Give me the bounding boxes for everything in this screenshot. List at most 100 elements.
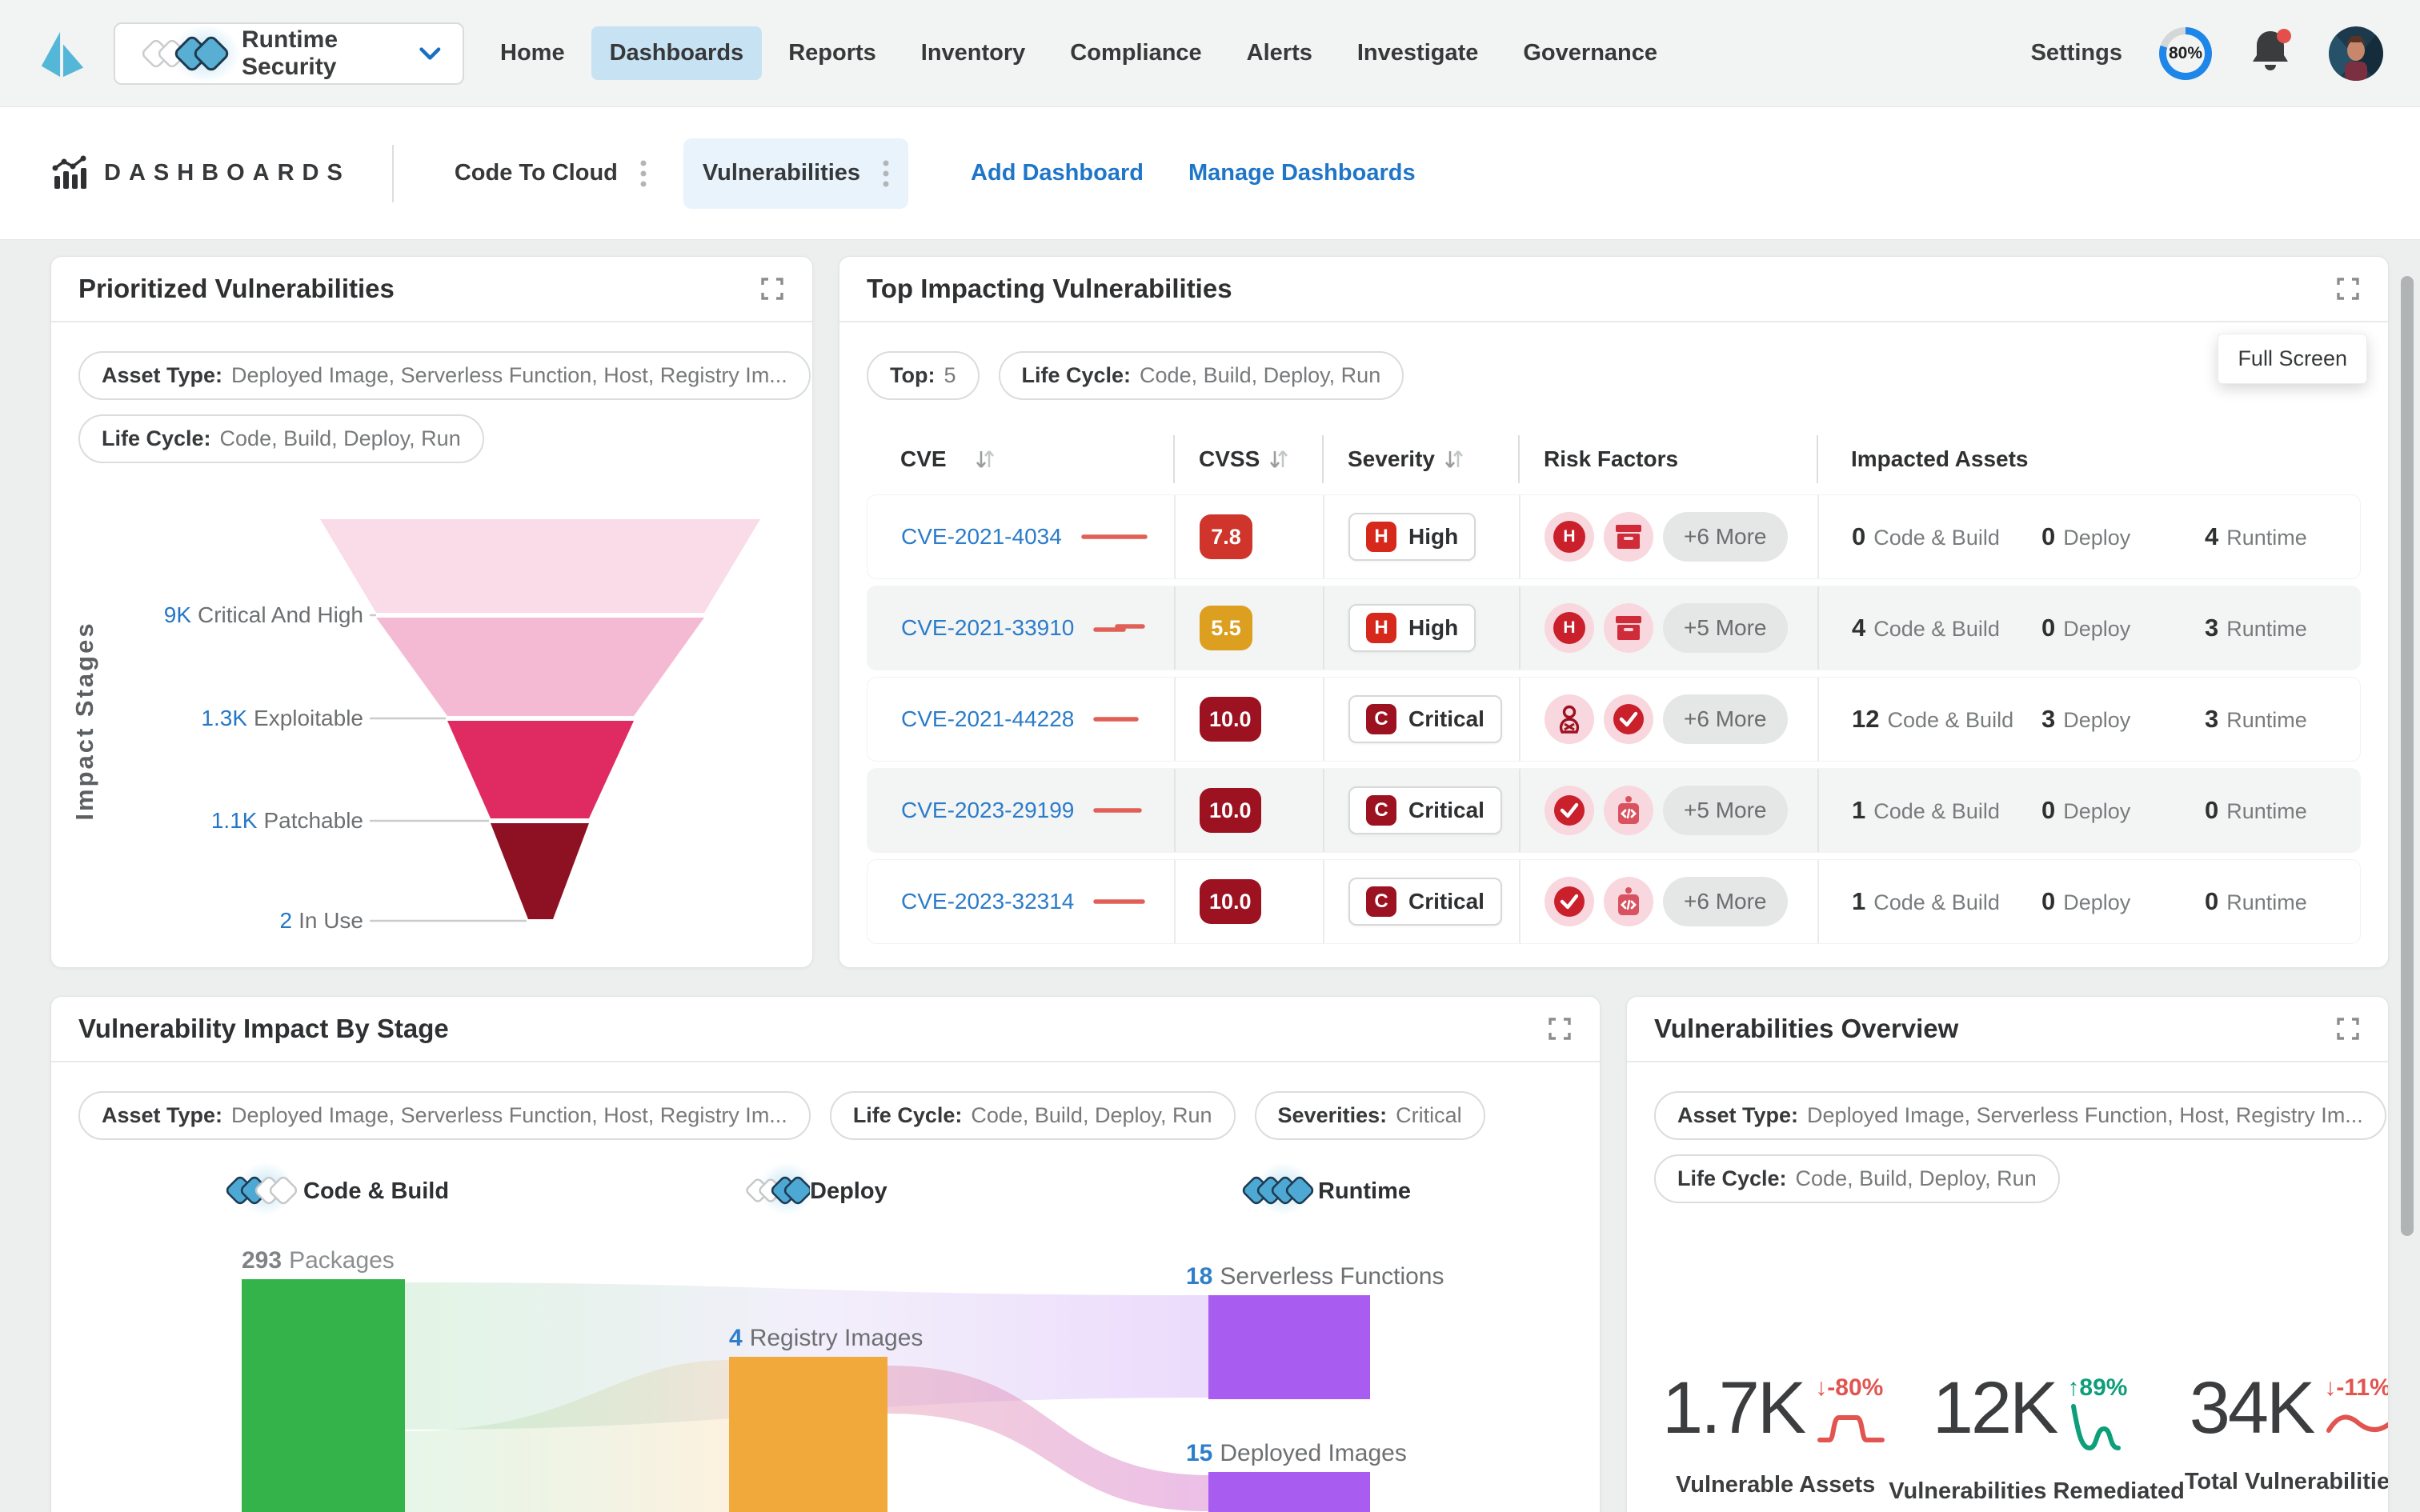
filter-value: Deployed Image, Serverless Function, Hos… [231, 1103, 787, 1127]
cve-link[interactable]: CVE-2023-29199 [901, 798, 1075, 822]
cve-link[interactable]: CVE-2021-44228 [901, 706, 1075, 731]
product-switcher[interactable]: Runtime Security [114, 22, 464, 85]
asset-count: 0 [2205, 887, 2219, 915]
high-severity-risk-icon[interactable]: H [1545, 512, 1594, 562]
node-deployed-images[interactable] [1208, 1472, 1370, 1512]
nav-item-dashboards[interactable]: Dashboards [591, 26, 763, 80]
asset-count: 0 [2205, 796, 2219, 824]
col-severity[interactable]: Severity [1322, 435, 1518, 483]
check-circle-risk-icon[interactable] [1604, 694, 1653, 744]
stat-value: 1.7K [1662, 1367, 1806, 1449]
cve-link[interactable]: CVE-2021-33910 [901, 615, 1075, 640]
manage-dashboards-link[interactable]: Manage Dashboards [1188, 160, 1416, 186]
asset-count: 0 [2041, 522, 2056, 550]
check-circle-risk-icon[interactable] [1545, 786, 1594, 835]
nav-item-governance[interactable]: Governance [1523, 40, 1658, 66]
filter-asset-type[interactable]: Asset Type: Deployed Image, Serverless F… [1654, 1091, 2386, 1140]
filter-label: Asset Type: [102, 363, 223, 387]
asset-label: Deploy [2063, 799, 2131, 823]
col-cve[interactable]: CVE [867, 435, 1173, 483]
filter-life-cycle[interactable]: Life Cycle: Code, Build, Deploy, Run [78, 414, 484, 463]
cve-link[interactable]: CVE-2021-4034 [901, 524, 1062, 549]
asset-label: Deploy [2063, 617, 2131, 641]
tab-vulnerabilities[interactable]: Vulnerabilities [683, 138, 909, 209]
sort-icon[interactable] [976, 448, 995, 470]
archive-box-risk-icon[interactable] [1604, 512, 1653, 562]
filter-life-cycle[interactable]: Life Cycle: Code, Build, Deploy, Run [998, 351, 1404, 400]
kebab-menu-icon[interactable] [883, 159, 889, 188]
fullscreen-icon[interactable] [759, 276, 785, 302]
fullscreen-icon[interactable] [2335, 1016, 2361, 1042]
asset-label: Deploy [2063, 526, 2131, 550]
severity-badge: C Critical [1348, 878, 1502, 926]
more-risk-factors[interactable]: +5 More [1663, 786, 1788, 835]
filter-label: Life Cycle: [1021, 363, 1132, 387]
nav-item-inventory[interactable]: Inventory [920, 40, 1026, 66]
asset-count: 0 [2041, 796, 2056, 824]
filter-life-cycle[interactable]: Life Cycle: Code, Build, Deploy, Run [1654, 1154, 2060, 1203]
filter-severities[interactable]: Severities: Critical [1254, 1091, 1485, 1140]
asset-label: Code & Build [1873, 890, 2000, 914]
sort-icon[interactable] [1269, 448, 1288, 470]
kebab-menu-icon[interactable] [640, 159, 647, 188]
severity-badge: H High [1348, 513, 1476, 561]
nav-item-alerts[interactable]: Alerts [1246, 40, 1312, 66]
stage-diamonds-icon [746, 1176, 810, 1205]
fullscreen-icon[interactable] [1547, 1016, 1573, 1042]
asset-label: Deploy [2063, 708, 2131, 732]
table-row[interactable]: CVE-2023-29199 10.0 C Critical [867, 768, 2361, 853]
filter-asset-type[interactable]: Asset Type: Deployed Image, Serverless F… [78, 1091, 811, 1140]
cve-link[interactable]: CVE-2023-32314 [901, 889, 1075, 914]
severity-label: Critical [1408, 889, 1484, 914]
asset-label: Runtime [2226, 708, 2307, 732]
filter-value: Code, Build, Deploy, Run [219, 426, 461, 450]
filter-asset-type[interactable]: Asset Type: Deployed Image, Serverless F… [78, 351, 811, 400]
filter-label: Life Cycle: [852, 1103, 963, 1127]
stage-label: Deploy [810, 1178, 887, 1204]
nav-item-home[interactable]: Home [500, 40, 565, 66]
more-risk-factors[interactable]: +6 More [1663, 694, 1788, 744]
filter-value: Deployed Image, Serverless Function, Hos… [1807, 1103, 2363, 1127]
sankey-chart: Code & Build Deploy [51, 1162, 1600, 1512]
code-execution-risk-icon[interactable] [1604, 877, 1653, 926]
settings-link[interactable]: Settings [2030, 40, 2122, 66]
nav-item-compliance[interactable]: Compliance [1070, 40, 1202, 66]
nav-item-investigate[interactable]: Investigate [1356, 40, 1479, 66]
filter-value: 5 [944, 363, 956, 387]
stat-label: Vulnerabilities Remediated [1889, 1478, 2185, 1504]
chevron-down-icon [419, 46, 441, 60]
tab-code-to-cloud[interactable]: Code To Cloud [435, 138, 666, 209]
usage-ring[interactable]: 80% [2159, 26, 2212, 80]
archive-box-risk-icon[interactable] [1604, 603, 1653, 653]
table-row[interactable]: CVE-2023-32314 10.0 C Critical [867, 859, 2361, 944]
more-risk-factors[interactable]: +5 More [1663, 603, 1788, 653]
poison-risk-icon[interactable] [1545, 694, 1594, 744]
stat-vulnerabilities-remediated: 12K ↑89% Vulnerabilities Remediated [1889, 1371, 2185, 1505]
stage-deploy: Deploy [744, 1162, 887, 1215]
filter-top[interactable]: Top: 5 [867, 351, 980, 400]
table-row[interactable]: CVE-2021-4034 7.8 H High H [867, 494, 2361, 579]
node-packages[interactable] [242, 1279, 405, 1512]
check-circle-risk-icon[interactable] [1545, 877, 1594, 926]
filter-life-cycle[interactable]: Life Cycle: Code, Build, Deploy, Run [829, 1091, 1236, 1140]
filter-value: Code, Build, Deploy, Run [1140, 363, 1381, 387]
fullscreen-icon[interactable] [2335, 276, 2361, 302]
severity-label: Critical [1408, 798, 1484, 822]
node-serverless-functions[interactable] [1208, 1295, 1370, 1399]
cvss-badge: 10.0 [1200, 879, 1261, 924]
sort-icon[interactable] [1444, 448, 1464, 470]
more-risk-factors[interactable]: +6 More [1663, 877, 1788, 926]
table-row[interactable]: CVE-2021-33910 5.5 H High H [867, 586, 2361, 670]
high-severity-risk-icon[interactable]: H [1545, 603, 1594, 653]
avatar[interactable] [2329, 26, 2383, 81]
nav-item-reports[interactable]: Reports [788, 40, 876, 66]
node-registry-images[interactable] [729, 1357, 887, 1512]
table-row[interactable]: CVE-2021-44228 10.0 C Critical [867, 677, 2361, 762]
col-cvss[interactable]: CVSS [1173, 435, 1322, 483]
add-dashboard-link[interactable]: Add Dashboard [971, 160, 1144, 186]
code-execution-risk-icon[interactable] [1604, 786, 1653, 835]
more-risk-factors[interactable]: +6 More [1663, 512, 1788, 562]
page-scrollbar[interactable] [2401, 276, 2414, 1236]
card-top-impacting-vulnerabilities: Top Impacting Vulnerabilities Full Scree… [839, 256, 2389, 968]
notifications-bell-icon[interactable] [2249, 28, 2292, 78]
